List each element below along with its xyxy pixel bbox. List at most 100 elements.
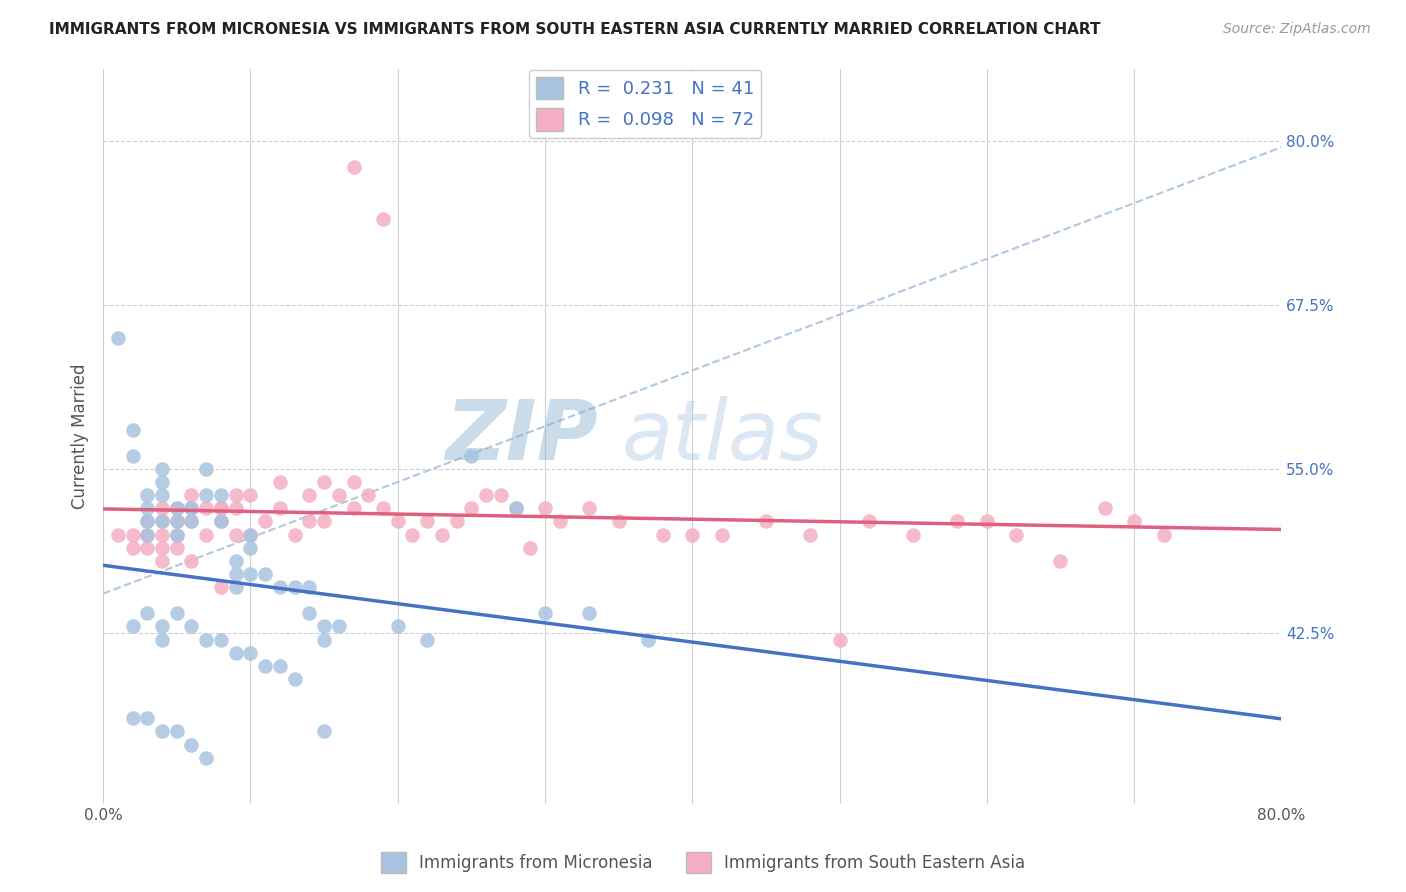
Point — [460, 501, 482, 516]
Point — [195, 632, 218, 647]
Point — [342, 475, 364, 489]
Point — [312, 724, 335, 739]
Point — [328, 488, 350, 502]
Point — [107, 330, 129, 344]
Point — [828, 632, 851, 647]
Point — [489, 488, 512, 502]
Point — [195, 527, 218, 541]
Point — [755, 515, 778, 529]
Point — [1094, 501, 1116, 516]
Legend: R =  0.231   N = 41, R =  0.098   N = 72: R = 0.231 N = 41, R = 0.098 N = 72 — [529, 70, 761, 137]
Point — [209, 632, 232, 647]
Text: IMMIGRANTS FROM MICRONESIA VS IMMIGRANTS FROM SOUTH EASTERN ASIA CURRENTLY MARRI: IMMIGRANTS FROM MICRONESIA VS IMMIGRANTS… — [49, 22, 1101, 37]
Point — [651, 527, 673, 541]
Point — [166, 527, 188, 541]
Point — [180, 501, 202, 516]
Point — [107, 527, 129, 541]
Point — [710, 527, 733, 541]
Text: atlas: atlas — [621, 395, 823, 476]
Point — [150, 619, 173, 633]
Point — [858, 515, 880, 529]
Point — [166, 501, 188, 516]
Point — [150, 488, 173, 502]
Point — [150, 462, 173, 476]
Point — [195, 750, 218, 764]
Point — [312, 515, 335, 529]
Point — [209, 501, 232, 516]
Point — [150, 501, 173, 516]
Point — [150, 475, 173, 489]
Point — [1049, 554, 1071, 568]
Point — [166, 607, 188, 621]
Point — [312, 632, 335, 647]
Point — [225, 527, 247, 541]
Point — [180, 515, 202, 529]
Point — [548, 515, 571, 529]
Point — [209, 488, 232, 502]
Point — [298, 488, 321, 502]
Point — [578, 501, 600, 516]
Point — [136, 488, 159, 502]
Point — [150, 515, 173, 529]
Point — [799, 527, 821, 541]
Point — [416, 515, 439, 529]
Point — [150, 724, 173, 739]
Point — [371, 212, 394, 227]
Point — [180, 488, 202, 502]
Point — [150, 632, 173, 647]
Point — [534, 501, 557, 516]
Point — [121, 541, 143, 555]
Point — [225, 580, 247, 594]
Point — [505, 501, 527, 516]
Point — [534, 607, 557, 621]
Point — [136, 515, 159, 529]
Point — [225, 566, 247, 581]
Point — [239, 541, 262, 555]
Point — [1123, 515, 1146, 529]
Point — [121, 619, 143, 633]
Point — [180, 738, 202, 752]
Point — [239, 566, 262, 581]
Point — [209, 515, 232, 529]
Point — [121, 711, 143, 725]
Point — [357, 488, 380, 502]
Point — [195, 462, 218, 476]
Point — [416, 632, 439, 647]
Point — [284, 580, 307, 594]
Point — [269, 658, 291, 673]
Point — [121, 527, 143, 541]
Point — [225, 488, 247, 502]
Point — [150, 515, 173, 529]
Point — [136, 515, 159, 529]
Point — [166, 724, 188, 739]
Point — [254, 658, 277, 673]
Point — [371, 501, 394, 516]
Point — [342, 160, 364, 174]
Point — [505, 501, 527, 516]
Point — [136, 501, 159, 516]
Point — [298, 607, 321, 621]
Point — [195, 501, 218, 516]
Point — [180, 501, 202, 516]
Point — [342, 501, 364, 516]
Point — [136, 527, 159, 541]
Point — [446, 515, 468, 529]
Point — [225, 554, 247, 568]
Point — [166, 527, 188, 541]
Point — [946, 515, 969, 529]
Point — [150, 554, 173, 568]
Point — [254, 566, 277, 581]
Point — [121, 423, 143, 437]
Point — [578, 607, 600, 621]
Point — [269, 580, 291, 594]
Point — [195, 488, 218, 502]
Point — [209, 515, 232, 529]
Point — [1153, 527, 1175, 541]
Point — [269, 475, 291, 489]
Point — [136, 711, 159, 725]
Point — [166, 541, 188, 555]
Point — [976, 515, 998, 529]
Point — [239, 646, 262, 660]
Point — [312, 475, 335, 489]
Point — [284, 672, 307, 686]
